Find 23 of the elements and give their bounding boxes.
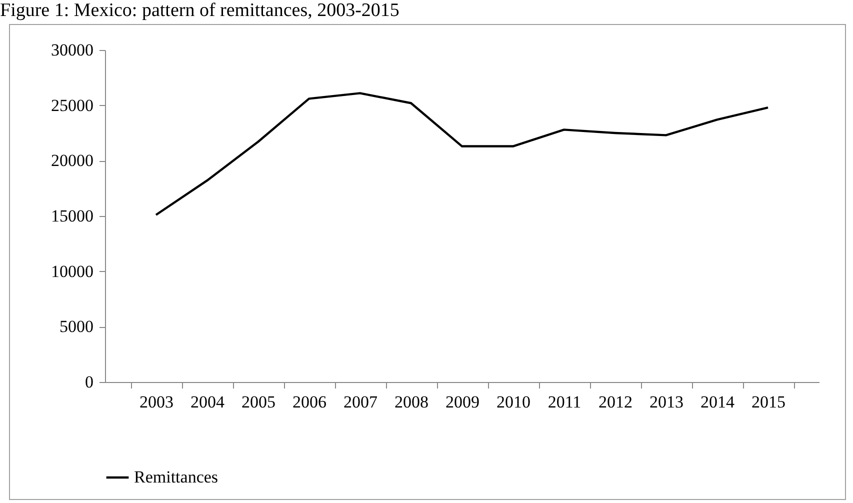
x-tick-label: 2003 [140,392,174,412]
y-tick-label: 25000 [51,96,94,115]
x-tick-label: 2010 [496,392,530,412]
line-series [154,92,770,216]
y-tick-label: 30000 [51,40,94,60]
y-tick-label: 5000 [60,317,94,336]
x-tick-label: 2012 [598,392,632,412]
chart-title: Figure 1: Mexico: pattern of remittances, 2003-2015 [0,0,400,22]
x-tick-label: 2009 [446,392,480,412]
y-tick-label: 15000 [51,206,94,226]
x-tick-label: 2013 [650,392,684,412]
x-tick-label: 2007 [344,392,378,412]
x-tick-label: 2006 [292,392,326,412]
x-tick-label: 2005 [242,392,276,412]
x-tick-label: 2015 [752,392,786,412]
y-tick-label: 10000 [51,262,94,281]
y-tick-label: 0 [85,372,94,392]
y-tick-label: 20000 [51,151,94,170]
x-tick-label: 2011 [548,392,582,412]
x-tick-label: 2014 [700,392,735,412]
legend-label: Remittances [134,468,218,486]
x-tick-label: 2008 [394,392,428,412]
x-tick-label: 2004 [190,392,225,412]
